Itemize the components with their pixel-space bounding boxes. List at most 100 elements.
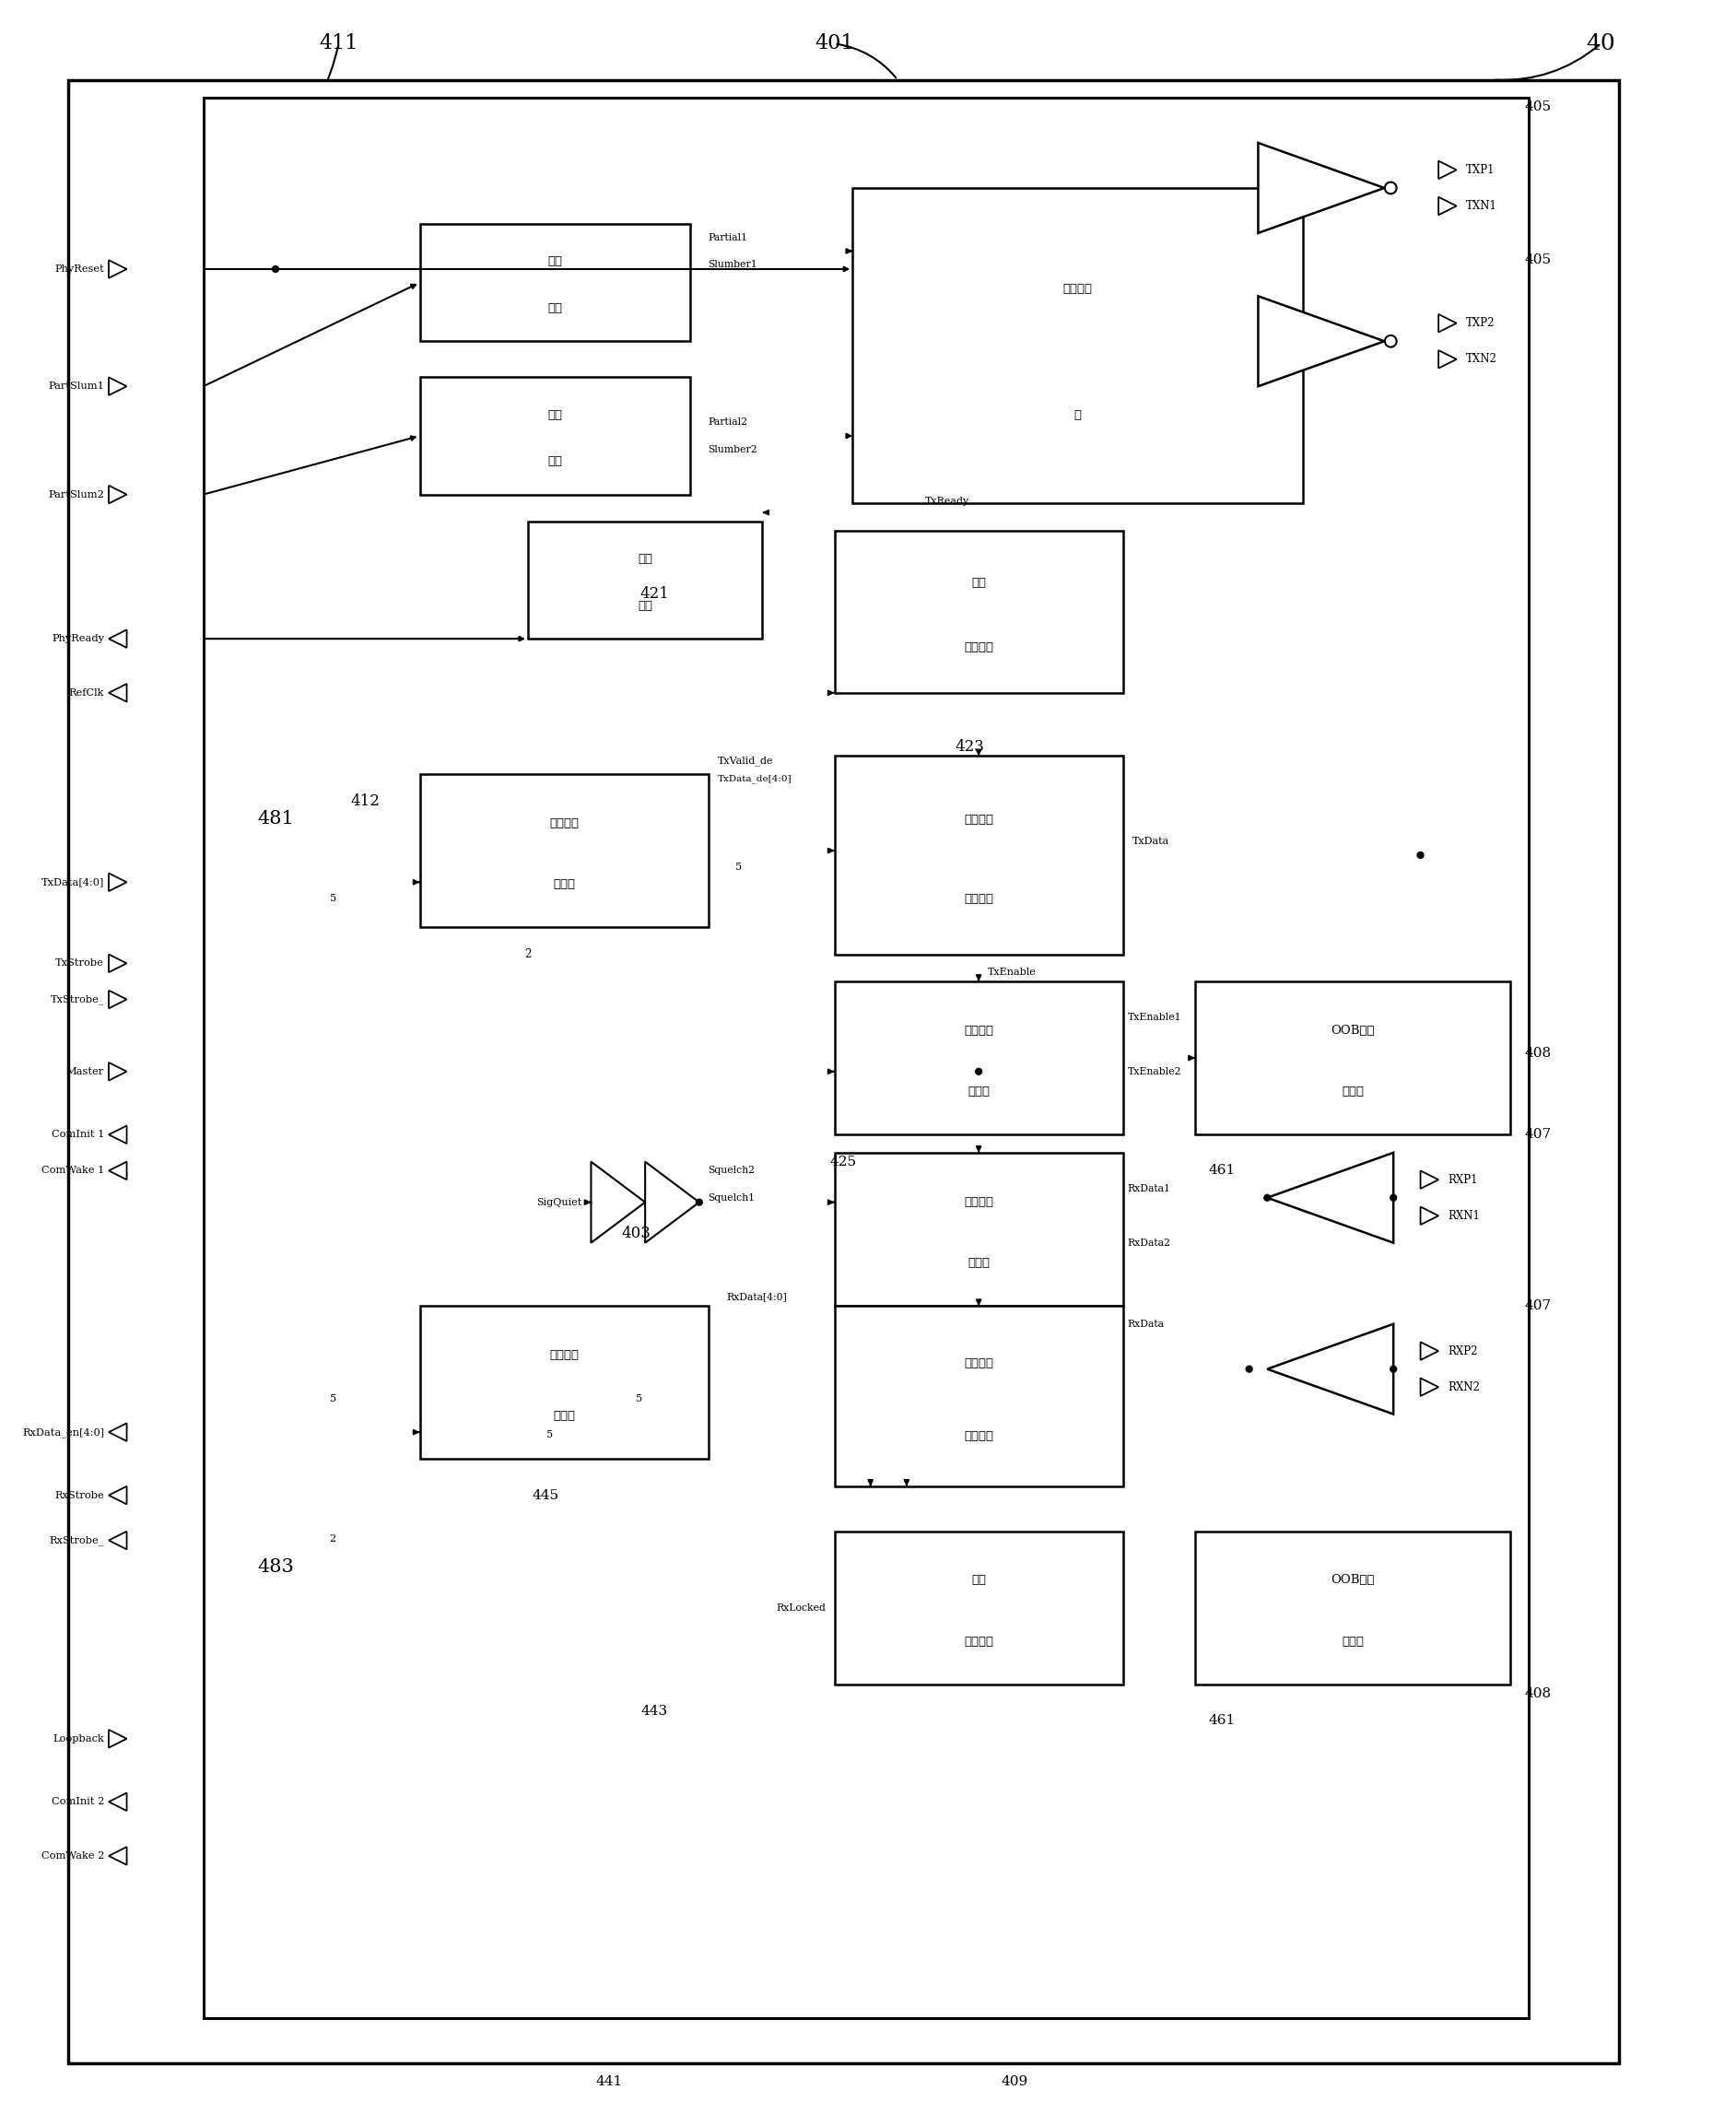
- Polygon shape: [1259, 295, 1384, 387]
- Text: 5: 5: [545, 1430, 552, 1439]
- Text: RXN2: RXN2: [1448, 1381, 1479, 1394]
- Text: 主动从属: 主动从属: [963, 1196, 993, 1207]
- Text: TXP2: TXP2: [1465, 317, 1495, 329]
- Text: RxData2: RxData2: [1127, 1239, 1170, 1247]
- Text: 461: 461: [1208, 1715, 1236, 1728]
- Text: TxData[4:0]: TxData[4:0]: [42, 878, 104, 886]
- Text: TxData_de[4:0]: TxData_de[4:0]: [717, 774, 792, 782]
- Text: TXP1: TXP1: [1465, 164, 1495, 176]
- Text: RxStrobe: RxStrobe: [56, 1490, 104, 1500]
- Text: 483: 483: [257, 1558, 293, 1577]
- Circle shape: [1385, 336, 1396, 346]
- Text: Loopback: Loopback: [52, 1734, 104, 1742]
- Text: 主动从属: 主动从属: [963, 1024, 993, 1037]
- Text: Partial1: Partial1: [708, 234, 748, 242]
- Text: ComInit 2: ComInit 2: [52, 1798, 104, 1806]
- Text: Slumber1: Slumber1: [708, 259, 759, 270]
- Text: 选择器: 选择器: [967, 1258, 990, 1269]
- Text: 控制讯号: 控制讯号: [549, 816, 578, 829]
- Text: Slumber2: Slumber2: [708, 444, 759, 455]
- Text: 佦测: 佦测: [547, 455, 562, 468]
- Text: 列转换器: 列转换器: [963, 1430, 993, 1441]
- Text: TxReady: TxReady: [925, 497, 970, 506]
- Bar: [420, 774, 708, 927]
- Text: Partial2: Partial2: [708, 419, 748, 427]
- Text: TxStrobe: TxStrobe: [56, 958, 104, 967]
- Polygon shape: [1259, 142, 1384, 234]
- Text: TxEnable: TxEnable: [988, 967, 1036, 978]
- Bar: [528, 521, 762, 640]
- Bar: [420, 378, 691, 495]
- Text: 403: 403: [621, 1226, 651, 1241]
- Circle shape: [1391, 1366, 1396, 1373]
- Text: 421: 421: [639, 586, 668, 601]
- Text: 412: 412: [351, 793, 380, 810]
- Circle shape: [1264, 1194, 1271, 1201]
- Text: RxStrobe_: RxStrobe_: [49, 1536, 104, 1545]
- Bar: [1194, 1532, 1510, 1685]
- Text: 电源控制: 电源控制: [1062, 283, 1092, 295]
- Text: 转换: 转换: [637, 599, 653, 612]
- Text: 并列转串: 并列转串: [963, 814, 993, 824]
- Text: 5: 5: [330, 895, 337, 903]
- Text: 准位: 准位: [547, 255, 562, 268]
- Bar: [203, 98, 1529, 2019]
- Text: Squelch2: Squelch2: [708, 1167, 755, 1175]
- Polygon shape: [590, 1162, 646, 1243]
- Text: TxStrobe_: TxStrobe_: [50, 995, 104, 1005]
- Text: 解码器: 解码器: [554, 878, 575, 890]
- Text: 2: 2: [330, 1534, 337, 1543]
- Text: 441: 441: [595, 2074, 623, 2087]
- Text: PhyReset: PhyReset: [56, 264, 104, 274]
- Bar: [420, 223, 691, 342]
- Text: PartSlum1: PartSlum1: [49, 382, 104, 391]
- Text: 401: 401: [814, 34, 854, 53]
- Text: RxData_en[4:0]: RxData_en[4:0]: [23, 1428, 104, 1436]
- Text: RXP1: RXP1: [1448, 1173, 1477, 1186]
- Text: Master: Master: [66, 1067, 104, 1075]
- Text: PartSlum2: PartSlum2: [49, 491, 104, 499]
- Text: 器: 器: [1075, 410, 1082, 421]
- Polygon shape: [1267, 1152, 1394, 1243]
- Text: RxData1: RxData1: [1127, 1184, 1170, 1194]
- Text: RefClk: RefClk: [69, 688, 104, 697]
- Bar: [835, 531, 1123, 693]
- Text: 409: 409: [1002, 2074, 1028, 2087]
- Text: OOB讯号: OOB讯号: [1332, 1024, 1375, 1037]
- Text: 405: 405: [1524, 100, 1550, 113]
- Bar: [852, 187, 1304, 504]
- Text: ComInit 1: ComInit 1: [52, 1131, 104, 1139]
- Polygon shape: [1267, 1324, 1394, 1413]
- Text: SigQuiet: SigQuiet: [536, 1198, 582, 1207]
- Circle shape: [1246, 1366, 1252, 1373]
- Text: 接收: 接收: [972, 1575, 986, 1587]
- Text: ComWake 2: ComWake 2: [42, 1851, 104, 1862]
- Circle shape: [1385, 183, 1396, 193]
- Text: TXN1: TXN1: [1465, 200, 1496, 213]
- Text: 5: 5: [736, 863, 741, 871]
- Text: 佦测: 佦测: [547, 302, 562, 314]
- Text: RXP2: RXP2: [1448, 1345, 1477, 1358]
- Text: 编码器: 编码器: [554, 1411, 575, 1422]
- Text: Squelch1: Squelch1: [708, 1192, 755, 1203]
- Text: TxEnable1: TxEnable1: [1127, 1014, 1182, 1022]
- Text: 准位: 准位: [637, 553, 653, 565]
- Bar: [835, 982, 1123, 1135]
- Text: 407: 407: [1524, 1300, 1550, 1313]
- Text: ComWake 1: ComWake 1: [42, 1167, 104, 1175]
- Text: 2: 2: [524, 948, 531, 961]
- Text: 锁相回路: 锁相回路: [963, 642, 993, 652]
- Circle shape: [273, 266, 279, 272]
- Circle shape: [976, 1069, 983, 1075]
- Polygon shape: [646, 1162, 700, 1243]
- Text: 锁相回路: 锁相回路: [963, 1636, 993, 1647]
- Text: 佦测器: 佦测器: [1342, 1086, 1364, 1099]
- Bar: [835, 1152, 1123, 1307]
- Bar: [420, 1307, 708, 1460]
- Text: 准位: 准位: [547, 408, 562, 421]
- Text: RxData: RxData: [1127, 1320, 1165, 1328]
- Text: RxLocked: RxLocked: [776, 1604, 825, 1613]
- Text: TxValid_de: TxValid_de: [717, 756, 773, 765]
- Text: 443: 443: [641, 1704, 668, 1719]
- Text: PhyReady: PhyReady: [52, 633, 104, 644]
